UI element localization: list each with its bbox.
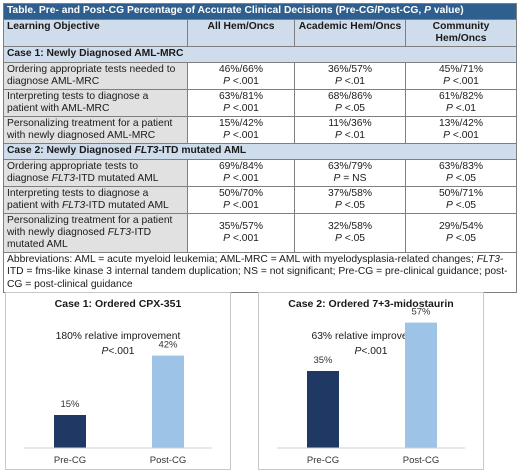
table-title-suffix: value)	[431, 5, 464, 16]
abbreviations-note: Abbreviations: AML = acute myeloid leuke…	[3, 252, 517, 293]
value-cell: 13%/42% P <.001	[405, 116, 517, 144]
header-academic: Academic Hem/Oncs	[294, 19, 406, 47]
objective-cell: Ordering appropriate tests to diagnose FL…	[3, 159, 188, 187]
data-label: 35%	[313, 355, 333, 366]
case1-chart-panel: Case 1: Ordered CPX-351 180% relative im…	[5, 292, 231, 470]
bar-pre-cg	[54, 415, 86, 448]
category-label: Post-CG	[403, 455, 439, 466]
p-value-label: P<.001	[101, 346, 135, 357]
bar-chart: 35% Pre-CG 57% Post-CG	[277, 307, 465, 466]
value-cell: 45%/71% P <.001	[405, 62, 517, 90]
bar-chart: 15% Pre-CG 42% Post-CG	[24, 340, 212, 466]
value-cell: 63%/83% P <.05	[405, 159, 517, 187]
value-cell: 29%/54% P <.05	[405, 213, 517, 253]
category-label: Pre-CG	[307, 455, 339, 466]
table-title-p: P	[424, 5, 431, 16]
value-cell: 11%/36% P <.01	[294, 116, 406, 144]
value-cell: 36%/57% P <.01	[294, 62, 406, 90]
data-label: 42%	[158, 340, 178, 351]
category-label: Post-CG	[150, 455, 186, 466]
p-value-label: P<.001	[354, 346, 388, 357]
improvement-label: 180% relative improvement	[55, 331, 181, 342]
data-label: 15%	[60, 399, 80, 410]
objective-cell: Personalizing treatment for a patient wit…	[3, 213, 188, 253]
bar-post-cg	[405, 322, 437, 448]
case1-header: Case 1: Newly Diagnosed AML-MRC	[3, 46, 517, 63]
objective-cell: Interpreting tests to diagnose a patient …	[3, 89, 188, 117]
header-community: Community Hem/Oncs	[405, 19, 517, 47]
bar-post-cg	[152, 355, 184, 448]
improvement-label: 63% relative improvement	[311, 331, 431, 342]
value-cell: 68%/86% P <.05	[294, 89, 406, 117]
value-cell: 63%/81% P <.001	[187, 89, 295, 117]
objective-cell: Personalizing treatment for a patient wit…	[3, 116, 188, 144]
value-cell: 63%/79% P = NS	[294, 159, 406, 187]
table-row: Interpreting tests to diagnose a patient …	[3, 89, 517, 117]
table-row: Interpreting tests to diagnose a patient …	[3, 186, 517, 214]
header-learning-objective: Learning Objective	[3, 19, 188, 47]
objective-cell: Interpreting tests to diagnose a patient …	[3, 186, 188, 214]
value-cell: 61%/82% P <.01	[405, 89, 517, 117]
value-cell: 35%/57% P <.001	[187, 213, 295, 253]
bar-pre-cg	[307, 371, 339, 448]
value-cell: 50%/70% P <.001	[187, 186, 295, 214]
header-all: All Hem/Oncs	[187, 19, 295, 47]
table-row: Ordering appropriate tests to diagnose FL…	[3, 159, 517, 187]
value-cell: 32%/58% P <.05	[294, 213, 406, 253]
value-cell: 69%/84% P <.001	[187, 159, 295, 187]
objective-cell: Ordering appropriate tests needed to diag…	[3, 62, 188, 90]
case2-chart-panel: Case 2: Ordered 7+3-midostaurin 63% rela…	[258, 292, 484, 470]
figure: Table. Pre- and Post-CG Percentage of Ac…	[3, 3, 517, 470]
chart-title: Case 1: Ordered CPX-351	[54, 298, 182, 310]
table-row: Personalizing treatment for a patient wit…	[3, 213, 517, 253]
table-title: Table. Pre- and Post-CG Percentage of Ac…	[3, 3, 517, 20]
value-cell: 15%/42% P <.001	[187, 116, 295, 144]
category-label: Pre-CG	[54, 455, 86, 466]
table-title-text: Table. Pre- and Post-CG Percentage of Ac…	[7, 5, 425, 16]
data-label: 57%	[411, 307, 431, 318]
case2-header: Case 2: Newly Diagnosed FLT3-ITD mutated…	[3, 143, 517, 160]
chart-title: Case 2: Ordered 7+3-midostaurin	[288, 298, 454, 310]
table-row: Ordering appropriate tests needed to diag…	[3, 62, 517, 90]
results-table: Table. Pre- and Post-CG Percentage of Ac…	[3, 3, 517, 293]
table-row: Personalizing treatment for a patient wit…	[3, 116, 517, 144]
value-cell: 50%/71% P <.05	[405, 186, 517, 214]
value-cell: 37%/58% P <.05	[294, 186, 406, 214]
value-cell: 46%/66% P <.001	[187, 62, 295, 90]
